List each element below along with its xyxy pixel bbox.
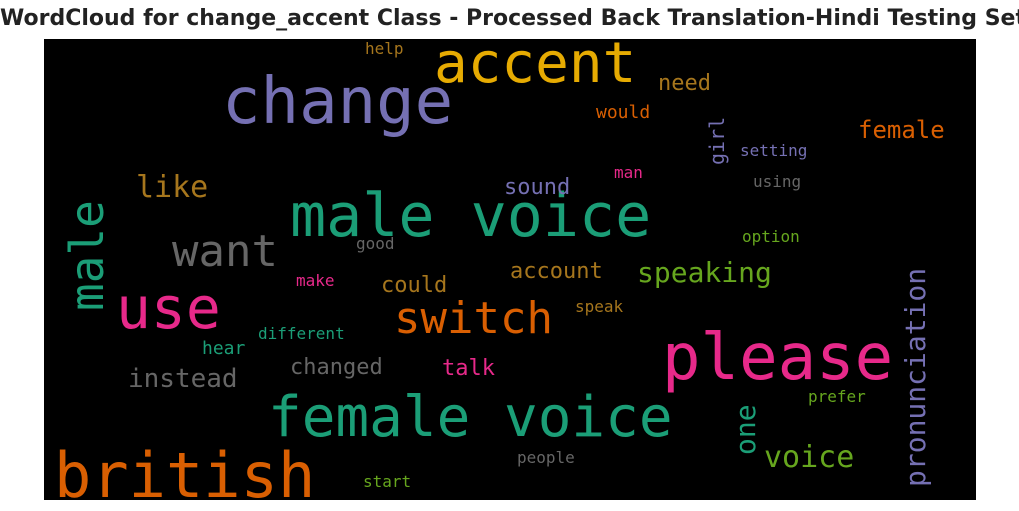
- word-people: people: [517, 448, 575, 467]
- word-change: change: [222, 65, 454, 139]
- word-start: start: [363, 472, 412, 491]
- word-help: help: [365, 39, 404, 58]
- word-voice: voice: [764, 440, 855, 475]
- word-man: man: [614, 163, 643, 182]
- word-would: would: [596, 102, 651, 123]
- word-instead: instead: [128, 364, 238, 394]
- word-like: like: [136, 170, 209, 205]
- word-want: want: [172, 226, 278, 277]
- word-british: british: [54, 439, 316, 501]
- word-talk: talk: [442, 356, 495, 381]
- word-setting: setting: [740, 141, 808, 160]
- word-could: could: [381, 273, 448, 298]
- word-sound: sound: [504, 175, 571, 200]
- word-switch: switch: [394, 293, 553, 344]
- word-use: use: [116, 274, 221, 342]
- word-speak: speak: [575, 297, 624, 316]
- word-option: option: [742, 227, 800, 246]
- chart-title: WordCloud for change_accent Class - Proc…: [0, 6, 1019, 31]
- word-hear: hear: [202, 338, 246, 359]
- word-using: using: [753, 172, 802, 191]
- word-female-voice: female voice: [268, 385, 673, 450]
- word-male-voice: male voice: [290, 181, 652, 251]
- word-speaking: speaking: [637, 256, 772, 289]
- word-changed: changed: [290, 355, 383, 380]
- word-account: account: [510, 259, 603, 284]
- word-different: different: [258, 324, 345, 343]
- word-girl: girl: [705, 116, 729, 165]
- word-prefer: prefer: [808, 387, 866, 406]
- word-need: need: [658, 71, 711, 96]
- word-good: good: [356, 234, 395, 253]
- word-pronunciation: pronunciation: [899, 267, 932, 487]
- word-please: please: [662, 321, 894, 395]
- word-one: one: [729, 404, 762, 455]
- word-make: make: [296, 271, 335, 290]
- word-accent: accent: [434, 39, 637, 96]
- word-female: female: [858, 116, 945, 144]
- word-male: male: [60, 200, 114, 311]
- word-cloud: change accent male voice male want use p…: [44, 39, 976, 500]
